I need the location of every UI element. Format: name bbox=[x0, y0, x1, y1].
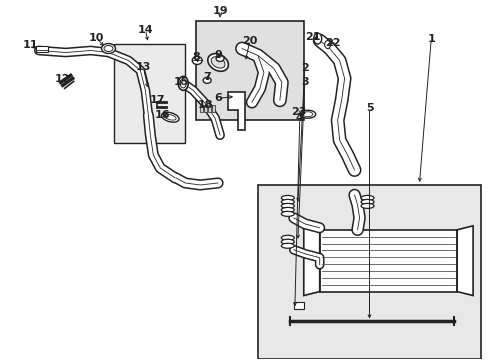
Polygon shape bbox=[319, 230, 456, 292]
Text: 18: 18 bbox=[197, 100, 212, 110]
Text: 6: 6 bbox=[214, 93, 222, 103]
Bar bbox=[203, 105, 207, 112]
Ellipse shape bbox=[281, 199, 294, 204]
Text: 19: 19 bbox=[212, 6, 227, 15]
Ellipse shape bbox=[313, 33, 321, 44]
Ellipse shape bbox=[203, 77, 211, 84]
Text: 13: 13 bbox=[136, 62, 151, 72]
Ellipse shape bbox=[281, 243, 294, 248]
Ellipse shape bbox=[281, 203, 294, 208]
Bar bbox=[212, 105, 215, 112]
Ellipse shape bbox=[299, 110, 315, 118]
Text: 7: 7 bbox=[203, 72, 211, 82]
Text: 15: 15 bbox=[173, 77, 188, 87]
Bar bbox=[196, 21, 303, 120]
Ellipse shape bbox=[216, 55, 224, 62]
Ellipse shape bbox=[281, 207, 294, 212]
Text: 11: 11 bbox=[23, 40, 39, 50]
Text: 8: 8 bbox=[192, 53, 200, 63]
Text: 2: 2 bbox=[300, 63, 308, 73]
Ellipse shape bbox=[207, 54, 228, 71]
Ellipse shape bbox=[281, 235, 294, 240]
Bar bbox=[113, 44, 185, 143]
Text: 21: 21 bbox=[305, 32, 320, 41]
Polygon shape bbox=[456, 226, 472, 296]
Polygon shape bbox=[227, 92, 244, 130]
Ellipse shape bbox=[324, 41, 330, 49]
Text: 3: 3 bbox=[300, 77, 308, 87]
Text: 17: 17 bbox=[149, 95, 165, 105]
Text: 4: 4 bbox=[295, 113, 303, 123]
Text: 9: 9 bbox=[214, 50, 222, 60]
Bar bbox=[293, 302, 303, 310]
Text: 23: 23 bbox=[290, 107, 306, 117]
Bar bbox=[36, 45, 48, 53]
Text: 10: 10 bbox=[89, 32, 104, 42]
Ellipse shape bbox=[102, 44, 115, 54]
Ellipse shape bbox=[360, 199, 373, 204]
Ellipse shape bbox=[281, 195, 294, 201]
Ellipse shape bbox=[281, 239, 294, 244]
Text: 5: 5 bbox=[365, 103, 372, 113]
Ellipse shape bbox=[180, 79, 186, 88]
Text: 16: 16 bbox=[154, 110, 170, 120]
Text: 12: 12 bbox=[55, 75, 70, 84]
Text: 14: 14 bbox=[137, 24, 153, 35]
Text: 1: 1 bbox=[427, 33, 434, 44]
Ellipse shape bbox=[104, 45, 113, 51]
Bar bbox=[208, 105, 211, 112]
Polygon shape bbox=[303, 226, 319, 296]
Ellipse shape bbox=[178, 76, 188, 90]
Ellipse shape bbox=[161, 112, 179, 122]
Ellipse shape bbox=[281, 211, 294, 216]
Text: 20: 20 bbox=[242, 36, 257, 46]
Ellipse shape bbox=[164, 114, 176, 120]
Text: 22: 22 bbox=[324, 37, 340, 48]
Ellipse shape bbox=[192, 57, 202, 64]
Bar bbox=[200, 105, 203, 112]
Ellipse shape bbox=[302, 112, 312, 117]
Ellipse shape bbox=[211, 57, 224, 68]
Bar bbox=[258, 185, 480, 359]
Ellipse shape bbox=[360, 195, 373, 201]
Ellipse shape bbox=[360, 203, 373, 208]
